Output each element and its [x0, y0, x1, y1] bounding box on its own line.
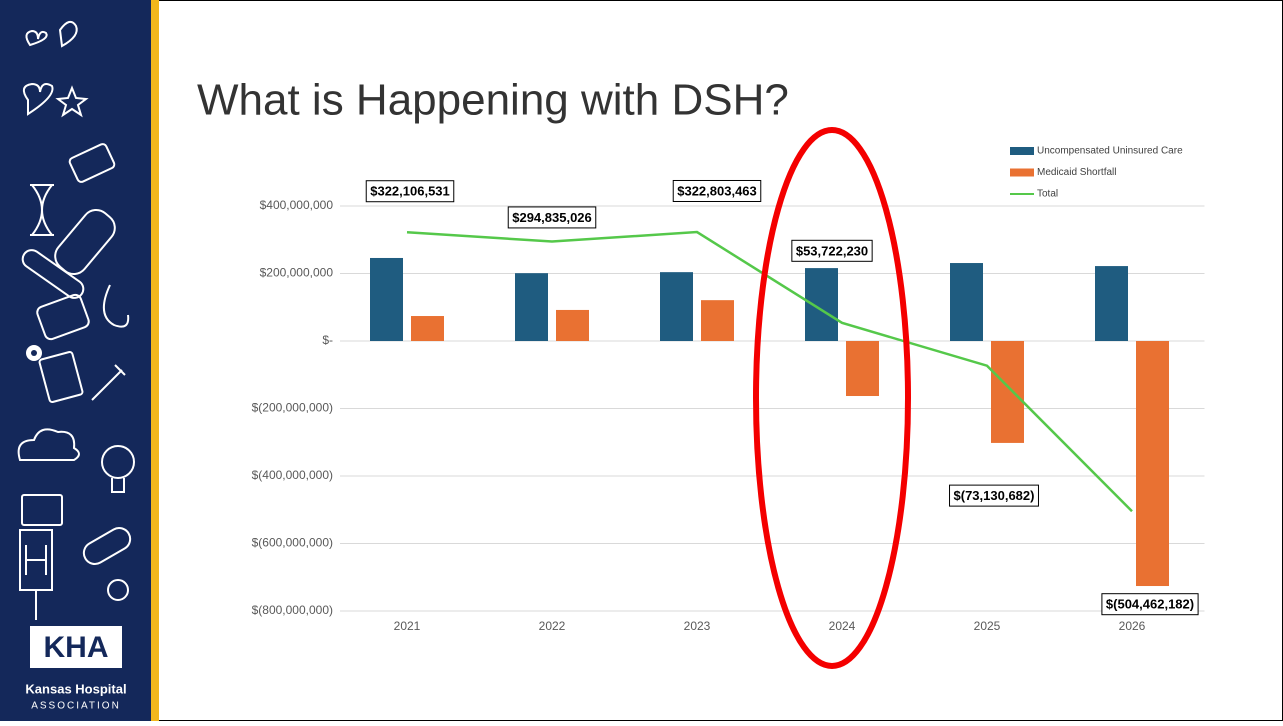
legend-swatch	[1010, 147, 1034, 155]
legend-swatch	[1010, 169, 1034, 177]
data-label: $294,835,026	[512, 210, 592, 225]
bar	[805, 268, 838, 341]
bar	[1136, 341, 1169, 586]
x-tick-label: 2025	[974, 619, 1001, 633]
sidebar	[0, 0, 151, 721]
data-label: $53,722,230	[796, 243, 868, 258]
y-tick-label: $400,000,000	[260, 198, 334, 212]
doodle-dot	[31, 350, 37, 356]
sidebar-stripe	[151, 0, 159, 721]
bar	[515, 273, 548, 341]
legend-label: Medicaid Shortfall	[1037, 167, 1116, 178]
y-tick-label: $(800,000,000)	[252, 603, 333, 617]
data-label: $322,803,463	[677, 183, 757, 198]
data-label: $(504,462,182)	[1106, 597, 1194, 612]
y-tick-label: $(400,000,000)	[252, 468, 333, 482]
x-tick-label: 2022	[539, 619, 566, 633]
chart-title: What is Happening with DSH?	[197, 76, 789, 125]
x-tick-label: 2023	[684, 619, 711, 633]
x-tick-label: 2026	[1119, 619, 1146, 633]
logo-tagline: ASSOCIATION	[31, 701, 121, 712]
logo-name: Kansas Hospital	[25, 681, 126, 696]
legend-label: Uncompensated Uninsured Care	[1037, 146, 1183, 157]
y-tick-label: $-	[322, 333, 333, 347]
bar	[556, 310, 589, 341]
logo-mark: KHA	[44, 631, 109, 664]
bar	[701, 300, 734, 341]
bar	[370, 258, 403, 341]
data-label: $322,106,531	[370, 184, 450, 199]
bar	[1095, 266, 1128, 341]
x-tick-label: 2021	[394, 619, 421, 633]
legend-label: Total	[1037, 189, 1058, 200]
bar	[660, 272, 693, 341]
bar	[411, 316, 444, 341]
y-tick-label: $200,000,000	[260, 266, 334, 280]
slide: KHA Kansas Hospital ASSOCIATION What is …	[0, 0, 1283, 721]
data-label: $(73,130,682)	[954, 488, 1035, 503]
bar	[846, 341, 879, 396]
bar	[950, 263, 983, 341]
bar	[991, 341, 1024, 443]
x-tick-label: 2024	[829, 619, 856, 633]
y-tick-label: $(200,000,000)	[252, 401, 333, 415]
y-tick-label: $(600,000,000)	[252, 536, 333, 550]
